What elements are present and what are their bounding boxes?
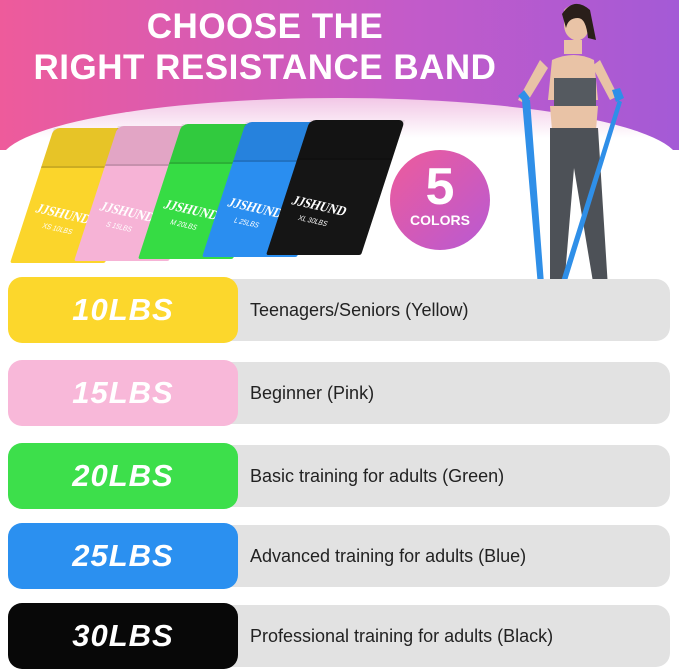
band-brand: JJSHUND [160,196,223,223]
band-size: XL 30LBS [296,214,329,229]
band-size: XS 10LBS [40,222,74,237]
row-description: Teenagers/Seniors (Yellow) [250,299,469,320]
weight-pill: 30LBS [8,603,238,669]
row-description: Advanced training for adults (Blue) [250,545,527,566]
band-brand: JJSHUND [32,200,95,227]
title-line-2: RIGHT RESISTANCE BAND [33,48,497,87]
row-description: Basic training for adults (Green) [250,465,505,486]
resistance-row: 20LBS Basic training for adults (Green) [8,443,670,509]
resistance-row: 15LBS Beginner (Pink) [8,360,670,426]
band-size: M 20LBS [168,219,199,232]
weight-pill: 15LBS [8,360,238,426]
resistance-row: 10LBS Teenagers/Seniors (Yellow) [8,277,670,343]
weight-pill: 25LBS [8,523,238,589]
band-brand: JJSHUND [288,192,351,219]
row-description: Professional training for adults (Black) [250,625,554,646]
band-size: S 15LBS [104,221,134,234]
resistance-row: 25LBS Advanced training for adults (Blue) [8,523,670,589]
badge-number: 5 [425,158,455,216]
colors-badge: 5 COLORS [390,150,490,250]
weight-pill: 20LBS [8,443,238,509]
band-size: L 25LBS [232,217,261,230]
band-fold [296,120,405,160]
title-line-1: CHOOSE THE [146,7,384,46]
band-brand: JJSHUND [224,194,287,221]
badge-label: COLORS [410,212,470,228]
row-description: Beginner (Pink) [250,382,375,403]
resistance-row: 30LBS Professional training for adults (B… [8,603,670,669]
band-brand: JJSHUND [96,198,159,225]
weight-pill: 10LBS [8,277,238,343]
